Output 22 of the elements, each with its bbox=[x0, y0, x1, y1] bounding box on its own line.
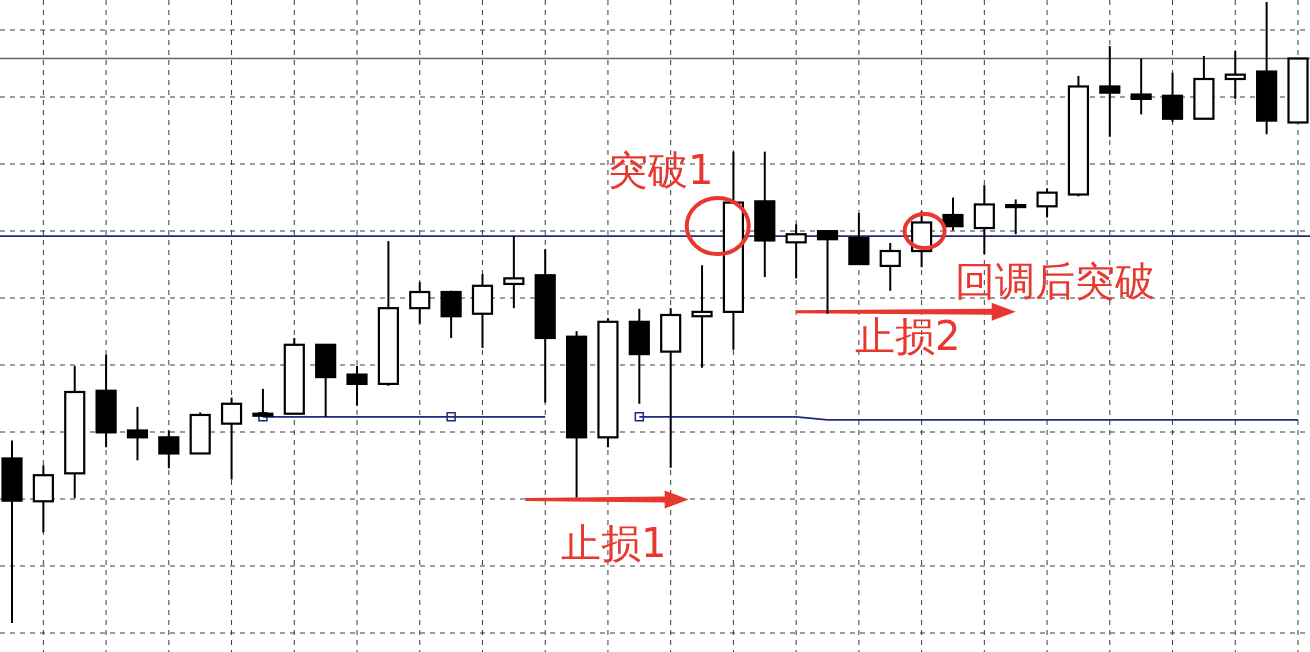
candlestick bbox=[879, 241, 901, 292]
candlestick bbox=[503, 235, 525, 310]
candlestick bbox=[220, 396, 243, 481]
annotation: 回调后突破 bbox=[955, 258, 1155, 304]
candlestick bbox=[1005, 198, 1027, 236]
candlestick bbox=[1224, 50, 1246, 100]
annotation: 突破1 bbox=[608, 147, 714, 193]
candlestick bbox=[816, 229, 839, 315]
candlestick bbox=[126, 405, 149, 462]
candlestick bbox=[1130, 57, 1152, 116]
candlestick bbox=[1099, 45, 1121, 138]
annotation: 止损2 bbox=[855, 313, 961, 359]
candlestick bbox=[158, 429, 180, 470]
candlestick bbox=[346, 364, 368, 407]
candlestick bbox=[1161, 71, 1184, 123]
candlestick bbox=[973, 184, 995, 256]
candlestick bbox=[409, 281, 431, 325]
annotation: 止损1 bbox=[561, 520, 667, 566]
candlestick bbox=[691, 264, 713, 369]
candlestick bbox=[785, 223, 807, 280]
candlestick bbox=[942, 196, 964, 232]
candlestick bbox=[1036, 187, 1058, 219]
